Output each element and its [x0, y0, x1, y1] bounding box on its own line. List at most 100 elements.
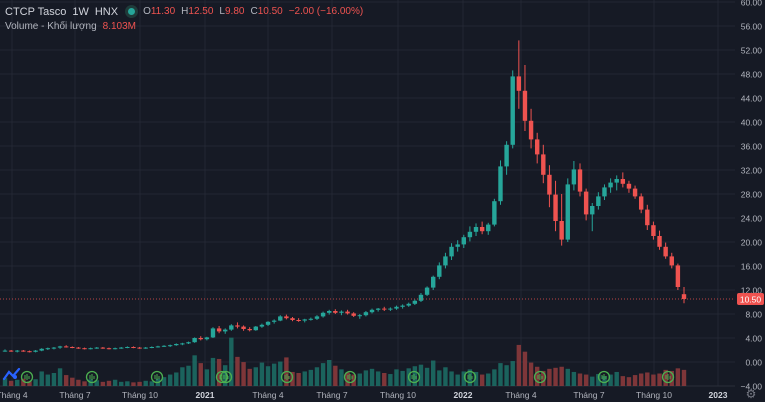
candle-body	[577, 169, 583, 192]
candle-body	[406, 303, 411, 306]
candle-body	[357, 315, 362, 317]
candle-body	[94, 347, 99, 349]
candle-body	[198, 338, 203, 340]
y-tick-label: 12.00	[741, 286, 763, 296]
gear-icon[interactable]: ⚙	[745, 387, 757, 401]
open-label: O	[143, 6, 151, 17]
candle-body	[565, 184, 570, 240]
candle-body	[161, 345, 167, 347]
candle-body	[2, 350, 8, 352]
candle-body	[265, 321, 271, 325]
y-tick-label: 44.00	[741, 94, 763, 104]
volume-bar	[516, 344, 522, 386]
x-tick-label: Tháng 4	[505, 390, 536, 400]
volume-bar	[541, 370, 546, 386]
y-tick-label: 4.00	[745, 334, 762, 344]
volume-bar	[278, 361, 283, 386]
volume-bar	[161, 377, 167, 386]
candle-body	[27, 351, 32, 353]
candle-body	[284, 316, 289, 319]
chart-grid	[0, 0, 735, 387]
candle-body	[63, 346, 69, 348]
volume-bar	[186, 365, 191, 386]
volume-bar	[241, 362, 246, 386]
candle-body	[534, 139, 540, 155]
candle-body	[663, 246, 668, 257]
candle-body	[498, 166, 503, 202]
y-tick-label: 36.00	[741, 142, 763, 152]
candle-body	[82, 348, 87, 350]
volume-bar	[443, 367, 448, 386]
volume-label[interactable]: Volume - Khối lượng	[5, 21, 97, 32]
volume-bar	[486, 373, 491, 386]
volume-value: 8.103M	[102, 21, 136, 32]
volume-bar	[259, 362, 265, 386]
volume-bar	[590, 376, 595, 386]
close-label: C	[250, 6, 258, 17]
volume-bar	[302, 371, 307, 386]
candle-body	[302, 319, 307, 321]
x-tick-label: 2021	[196, 390, 215, 400]
volume-bar	[412, 366, 418, 386]
candle-body	[430, 276, 436, 288]
candle-body	[657, 236, 662, 247]
tradingview-logo-icon[interactable]	[3, 367, 21, 381]
volume-bar	[638, 373, 644, 386]
y-tick-label: 28.00	[741, 190, 763, 200]
x-tick-label: Tháng 4	[0, 390, 28, 400]
candle-body	[443, 256, 448, 266]
event-marker-icon	[85, 370, 99, 384]
volume-bar	[253, 367, 259, 386]
volume-bar	[82, 381, 87, 386]
last-price-label: 10.50	[740, 295, 762, 305]
candle-body	[137, 347, 142, 349]
last-price-badge	[737, 293, 764, 305]
candle-body	[571, 169, 577, 185]
volume-bar	[63, 375, 69, 386]
candle-body	[186, 342, 191, 344]
candle-body	[492, 201, 497, 225]
interval-label[interactable]: 1W	[72, 5, 89, 18]
candle-body	[382, 308, 387, 310]
candle-body	[559, 221, 564, 240]
volume-bar	[400, 370, 405, 386]
candle-body	[119, 347, 124, 349]
candle-body	[553, 194, 558, 221]
volume-bar	[235, 356, 240, 386]
candle-body	[614, 179, 619, 183]
candle-body	[479, 227, 485, 232]
candle-body	[253, 326, 259, 331]
candle-body	[308, 318, 314, 320]
event-marker-glyph	[601, 374, 607, 380]
volume-bar	[565, 368, 570, 386]
candle-body	[590, 206, 595, 215]
candle-body	[314, 316, 320, 319]
volume-bar	[167, 374, 173, 386]
symbol-name[interactable]: CTCP Tasco	[5, 5, 67, 18]
candle-body	[333, 311, 338, 313]
event-marker-glyph	[154, 374, 160, 380]
candle-body	[241, 326, 246, 329]
candle-body	[8, 350, 14, 352]
candle-body	[149, 347, 155, 348]
event-marker-glyph	[223, 374, 229, 380]
volume-bar	[2, 378, 8, 386]
volume-bar	[106, 380, 112, 386]
volume-bar	[15, 379, 20, 386]
volume-bar	[369, 368, 375, 386]
candle-body	[320, 312, 326, 317]
candle-body	[608, 182, 613, 188]
volume-bar	[608, 374, 613, 386]
candle-body	[504, 144, 509, 167]
volume-bar	[498, 363, 503, 386]
volume-bar	[430, 360, 436, 386]
candle-body	[180, 343, 185, 345]
volume-bar	[632, 375, 638, 386]
volume-bar	[192, 355, 197, 386]
volume-bar	[100, 381, 106, 386]
candle-body	[290, 318, 295, 320]
candle-body	[174, 344, 179, 346]
volume-bar	[651, 374, 656, 386]
candle-body	[345, 311, 350, 314]
